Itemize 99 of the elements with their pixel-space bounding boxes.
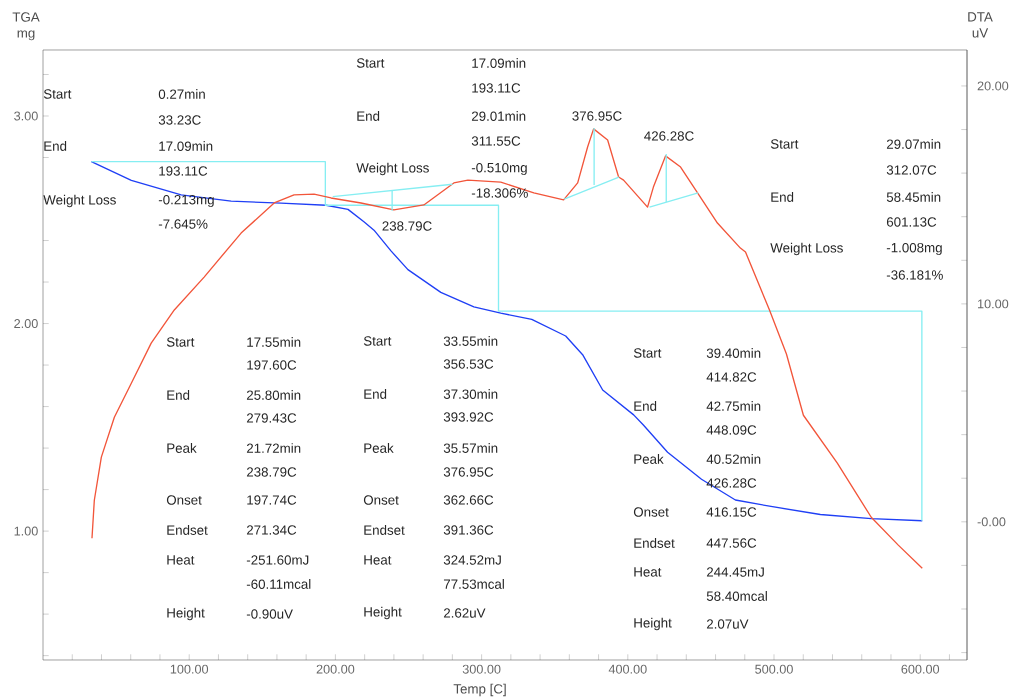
annotation: Start — [166, 337, 195, 347]
annotation: 0.27min — [158, 89, 205, 99]
annotation: 414.82C — [706, 372, 757, 382]
annotation: Peak — [167, 443, 197, 453]
annotation: 197.60C — [247, 360, 297, 370]
annotation: Onset — [633, 507, 669, 517]
annotation: 35.57min — [443, 443, 498, 453]
annotation: -1.008mg — [886, 242, 942, 256]
annotation: -0.90uV — [246, 609, 293, 619]
annotation: 2.07uV — [706, 619, 749, 629]
annotation: Height — [364, 606, 402, 620]
annotation: 393.92C — [443, 412, 494, 422]
annotation: 376.95C — [443, 467, 494, 477]
annotation: 391.36C — [443, 525, 494, 535]
annotation: 416.15C — [706, 507, 757, 517]
annotation: 197.74C — [247, 495, 297, 505]
x-axis-title: Temp [C] — [453, 683, 506, 697]
annotation: 17.55min — [247, 337, 301, 347]
y-tick-label: 2.00 — [14, 319, 38, 329]
annotation: Height — [167, 607, 205, 621]
x-tick-label: 400.00 — [608, 664, 647, 674]
annotation: Endset — [364, 525, 405, 535]
annotation: Weight Loss — [770, 242, 843, 256]
annotation: 58.40mcal — [706, 591, 767, 601]
annotation: 311.55C — [471, 136, 521, 146]
annotation: Heat — [167, 555, 195, 565]
annotation: 58.45min — [886, 192, 941, 202]
annotation: Start — [770, 139, 799, 149]
annotation: -36.181% — [886, 270, 943, 280]
annotation: 40.52min — [706, 454, 761, 464]
annotation: -7.645% — [158, 219, 208, 229]
annotation: 17.09min — [159, 141, 213, 151]
annotation: -251.60mJ — [246, 555, 309, 565]
annotation: 37.30min — [443, 389, 498, 399]
annotation: -0.510mg — [471, 162, 527, 176]
annotation: 312.07C — [886, 165, 937, 175]
y2-tick-label: 10.00 — [978, 299, 1009, 309]
annotation: 244.45mJ — [706, 567, 764, 577]
annotation: 17.09min — [472, 58, 526, 68]
annotation: Heat — [634, 567, 662, 577]
annotation: End — [44, 141, 67, 151]
annotation: 193.11C — [159, 166, 208, 176]
annotation: -60.11mcal — [246, 579, 311, 589]
annotation: Weight Loss — [356, 162, 429, 176]
annotation: 2.62uV — [443, 608, 486, 618]
annotation: 356.53C — [443, 359, 494, 369]
annotation: -0.213mg — [158, 194, 214, 208]
annotation: Onset — [166, 495, 202, 505]
annotation: 33.23C — [158, 115, 201, 125]
annotation: Endset — [634, 538, 675, 548]
annotation: 39.40min — [706, 348, 761, 358]
annotation: Endset — [167, 525, 208, 535]
annotation: 25.80min — [246, 390, 301, 400]
annotation: Heat — [364, 555, 392, 565]
y-tick-label: 3.00 — [14, 111, 38, 121]
annotation: 426.28C — [706, 478, 757, 488]
annotation: 42.75min — [706, 401, 761, 411]
annotation: 33.55min — [443, 336, 498, 346]
x-tick-label: 500.00 — [755, 664, 793, 674]
y2-tick-label: 20.00 — [977, 81, 1009, 91]
y-axis-title: TGA mg — [12, 12, 40, 41]
annotation: 238.79C — [382, 221, 432, 231]
annotation: 21.72min — [246, 443, 301, 453]
annotation: Start — [43, 89, 72, 99]
annotation: Peak — [364, 443, 394, 453]
y2-tick-label: -0.00 — [977, 517, 1006, 527]
annotation: Onset — [363, 495, 399, 505]
annotation: End — [364, 389, 387, 399]
annotation: 29.01min — [471, 111, 526, 121]
annotation: 426.28C — [644, 131, 694, 141]
annotation: 447.56C — [706, 538, 757, 548]
x-tick-label: 600.00 — [901, 664, 940, 674]
annotation: Start — [356, 58, 385, 68]
x-tick-label: 200.00 — [316, 664, 355, 674]
annotation: End — [357, 111, 380, 121]
annotation: 29.07min — [886, 139, 941, 149]
annotation: 448.09C — [706, 425, 757, 435]
annotation: Height — [634, 617, 672, 631]
annotation: Start — [363, 336, 392, 346]
annotation: 376.95C — [572, 111, 622, 121]
annotation: -18.306% — [471, 188, 528, 198]
annotation: Weight Loss — [43, 194, 116, 208]
annotation: 362.66C — [443, 495, 494, 505]
annotation: Start — [633, 348, 662, 358]
y-tick-label: 1.00 — [14, 526, 38, 536]
annotation: End — [167, 390, 190, 400]
annotation: Peak — [634, 454, 664, 464]
x-tick-label: 300.00 — [462, 664, 501, 674]
annotation: 601.13C — [886, 217, 937, 227]
annotation: End — [771, 192, 794, 202]
annotation: End — [634, 401, 657, 411]
y2-axis-title: DTA uV — [968, 12, 993, 38]
annotation: 193.11C — [472, 83, 521, 93]
annotation: 238.79C — [246, 467, 297, 477]
annotation: 279.43C — [246, 413, 297, 423]
annotation: 77.53mcal — [443, 579, 504, 589]
annotation: 324.52mJ — [443, 555, 501, 565]
x-tick-label: 100.00 — [170, 664, 209, 674]
annotation: 271.34C — [246, 525, 297, 535]
